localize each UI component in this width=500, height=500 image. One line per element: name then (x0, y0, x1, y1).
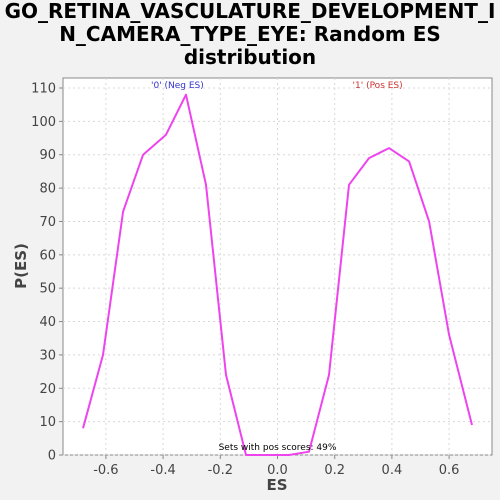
x-tick-label: 0.4 (382, 463, 403, 478)
y-tick-label: 10 (39, 415, 56, 430)
x-tick-label: -0.2 (208, 463, 233, 478)
series-layer (82, 93, 473, 456)
x-tick-label: -0.6 (93, 463, 118, 478)
x-tick-label: 0.0 (267, 463, 288, 478)
chart-title-line-2: N_CAMERA_TYPE_EYE: Random ES (59, 22, 441, 46)
y-tick-label: 50 (39, 282, 56, 297)
x-axis-title: ES (266, 476, 287, 494)
grid (63, 78, 492, 456)
y-tick-label: 110 (31, 82, 56, 97)
chart-title-line-1: GO_RETINA_VASCULATURE_DEVELOPMENT_I (4, 0, 496, 23)
annotation-label: Sets with pos scores: 49% (219, 443, 337, 453)
annotation-label: '0' (Neg ES) (151, 81, 204, 91)
chart-title: GO_RETINA_VASCULATURE_DEVELOPMENT_I N_CA… (0, 0, 500, 69)
y-tick-label: 60 (39, 248, 56, 263)
plot-area (62, 77, 493, 456)
y-tick-label: 90 (39, 148, 56, 163)
axes: 0 10 20 30 40 50 60 70 80 90 100 110 -0.6 -0.4 -0.2 0.0… (31, 82, 459, 478)
y-tick-label: 0 (48, 449, 56, 464)
x-tick-label: -0.4 (150, 463, 175, 478)
y-axis-title: P(ES) (12, 243, 30, 289)
y-tick-label: 100 (31, 115, 56, 130)
annotations-layer: '0' (Neg ES) '1' (Pos ES) Sets with pos sc… (151, 81, 403, 453)
y-tick-label: 80 (39, 182, 56, 197)
series-line (82, 93, 473, 456)
y-tick-label: 70 (39, 215, 56, 230)
y-tick-label: 30 (39, 348, 56, 363)
x-tick-label: 0.2 (324, 463, 345, 478)
y-tick-label: 20 (39, 382, 56, 397)
y-tick-label: 40 (39, 315, 56, 330)
chart-title-line-3: distribution (183, 45, 317, 69)
x-tick-label: 0.6 (439, 463, 460, 478)
annotation-label: '1' (Pos ES) (353, 81, 403, 91)
